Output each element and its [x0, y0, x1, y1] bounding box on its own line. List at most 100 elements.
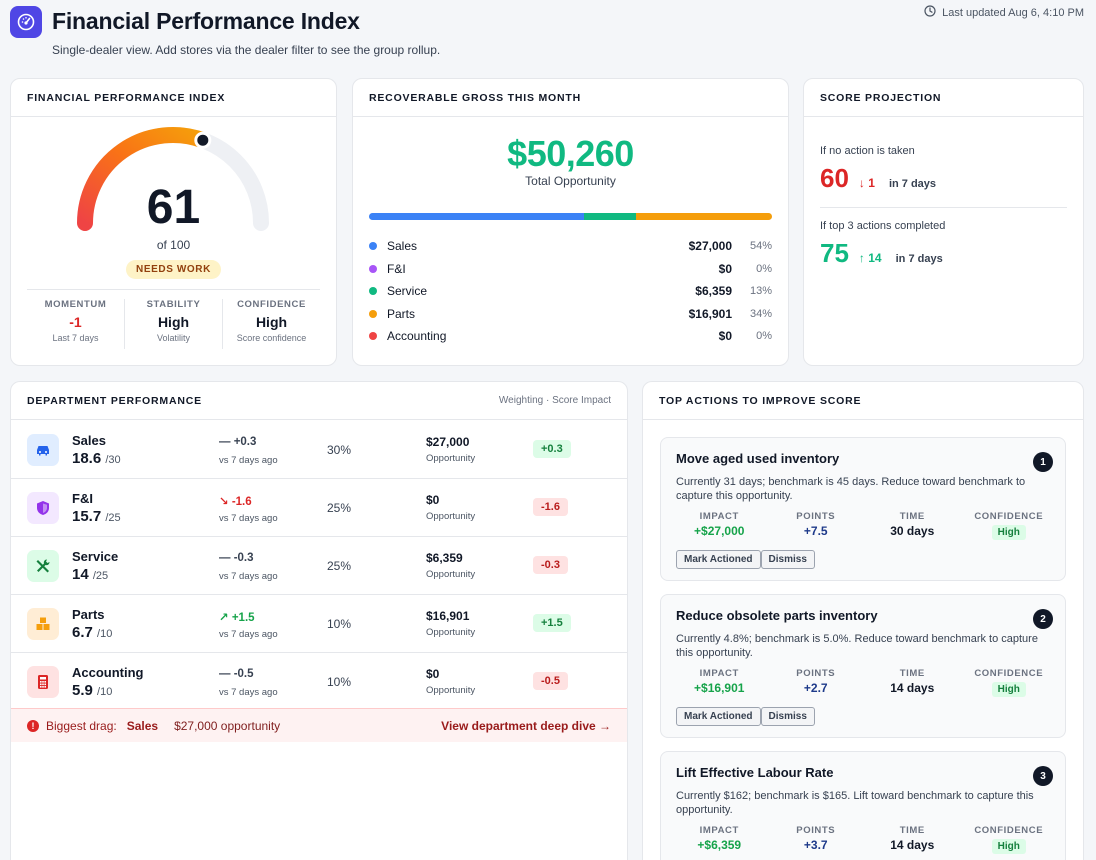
- department-trend: — -0.3: [219, 552, 254, 564]
- department-name: Service: [72, 549, 119, 564]
- stat-value: High: [157, 314, 190, 330]
- department-opportunity-amount: $0: [426, 493, 440, 507]
- department-row-service[interactable]: Service 14 /25 — -0.3 vs 7 days ago 25% $6,35…: [11, 537, 627, 595]
- legend-amount: $0: [718, 261, 732, 276]
- department-deep-dive-link[interactable]: View department deep dive →: [441, 718, 611, 733]
- legend-dot: [369, 242, 377, 251]
- metric-time: TIME 14 days: [890, 668, 935, 695]
- legend-pct: 0%: [756, 262, 772, 275]
- legend-name: Sales: [387, 239, 418, 254]
- gross-card-title: RECOVERABLE GROSS THIS MONTH: [369, 91, 581, 104]
- stat-stability: STABILITY High Volatility: [125, 299, 223, 349]
- department-opportunity-label: Opportunity: [426, 627, 476, 638]
- legend-name: Parts: [387, 306, 416, 321]
- score-impact-pill: -0.3: [533, 556, 568, 574]
- action-description: Currently 4.8%; benchmark is 5.0%. Reduc…: [676, 633, 1038, 659]
- projection-period: in 7 days: [888, 178, 937, 190]
- gauge-fill: [77, 127, 211, 231]
- department-score: 14 /25: [72, 566, 109, 583]
- bar-segment-parts: [636, 213, 772, 220]
- gross-card-header: RECOVERABLE GROSS THIS MONTH: [353, 79, 788, 117]
- legend-row-sales: Sales $27,000 54%: [369, 235, 772, 258]
- department-opportunity-amount: $6,359: [426, 551, 463, 565]
- department-score: 6.7 /10: [72, 624, 113, 641]
- legend-dot: [369, 332, 377, 341]
- drag-label: Biggest drag:: [46, 718, 117, 733]
- legend-pct: 0%: [756, 330, 772, 343]
- metric-time: TIME 14 days: [890, 825, 935, 852]
- action-title: Lift Effective Labour Rate: [676, 765, 834, 780]
- metric-impact: IMPACT +$27,000: [694, 511, 745, 538]
- dismiss-button[interactable]: Dismiss: [760, 550, 815, 569]
- page-subtitle: Single-dealer view. Add stores via the d…: [52, 43, 441, 57]
- metric-impact: IMPACT +$6,359: [697, 825, 742, 852]
- department-card-title: DEPARTMENT PERFORMANCE: [27, 394, 202, 407]
- department-opportunity-amount: $27,000: [426, 435, 470, 449]
- action-card: Reduce obsolete parts inventory 2 Currentl…: [660, 594, 1066, 738]
- department-row-sales[interactable]: Sales 18.6 /30 — +0.3 vs 7 days ago 30% $27,0…: [11, 421, 627, 479]
- top-actions-card: TOP ACTIONS TO IMPROVE SCORE Move aged u…: [642, 381, 1084, 860]
- trend-caption: vs 7 days ago: [219, 571, 278, 582]
- page-title: Financial Performance Index: [52, 8, 360, 34]
- trend-caption: vs 7 days ago: [219, 629, 278, 640]
- action-title: Move aged used inventory: [676, 451, 840, 466]
- department-opportunity-label: Opportunity: [426, 453, 476, 464]
- metric-time: TIME 30 days: [890, 511, 935, 538]
- stat-value: -1: [69, 314, 82, 330]
- action-card: Lift Effective Labour Rate 3 Currently $16…: [660, 751, 1066, 860]
- fpi-card-title: FINANCIAL PERFORMANCE INDEX: [27, 91, 226, 104]
- department-name: F&I: [72, 491, 93, 506]
- last-updated: Last updated Aug 6, 4:10 PM: [924, 5, 1084, 20]
- department-opportunity-label: Opportunity: [426, 685, 476, 696]
- dismiss-button[interactable]: Dismiss: [760, 707, 815, 726]
- department-opportunity-label: Opportunity: [426, 569, 476, 580]
- legend-row-service: Service $6,359 13%: [369, 280, 772, 303]
- drag-department: Sales: [126, 718, 159, 733]
- department-row-fi[interactable]: F&I 15.7 /25 ↘ -1.6 vs 7 days ago 25% $0 Oppor…: [11, 479, 627, 537]
- department-weight: 25%: [327, 559, 352, 573]
- department-trend: ↘ -1.6: [219, 496, 252, 508]
- department-name: Accounting: [72, 665, 144, 680]
- score-gauge: [77, 127, 269, 231]
- score-projection-card: SCORE PROJECTION If no action is taken 6…: [803, 78, 1084, 366]
- department-score: 18.6 /30: [72, 450, 121, 467]
- metric-points: POINTS +2.7: [796, 668, 836, 695]
- legend-pct: 34%: [749, 307, 772, 320]
- department-name: Parts: [72, 607, 105, 622]
- department-score: 15.7 /25: [72, 508, 121, 525]
- department-opportunity-label: Opportunity: [426, 511, 476, 522]
- stat-sub: Volatility: [156, 333, 191, 343]
- projection-top-actions: If top 3 actions completed 75 ↑ 14 in 7 …: [820, 220, 1067, 269]
- mark-actioned-button[interactable]: Mark Actioned: [676, 707, 761, 726]
- recoverable-gross-card: RECOVERABLE GROSS THIS MONTH $50,260 Tot…: [352, 78, 789, 366]
- gauge-marker: [194, 131, 212, 149]
- bar-segment-service: [584, 213, 637, 220]
- stat-sub: Score confidence: [236, 333, 307, 343]
- status-badge: NEEDS WORK: [126, 260, 221, 279]
- boxes-icon: [27, 608, 59, 640]
- action-description: Currently $162; benchmark is $165. Lift …: [676, 790, 1034, 816]
- opportunity-legend: Sales $27,000 54% F&I $0 0% Service $6,359 13%…: [369, 235, 772, 348]
- mark-actioned-button[interactable]: Mark Actioned: [676, 550, 761, 569]
- projection-caption: If no action is taken: [820, 145, 915, 157]
- department-row-accounting[interactable]: Accounting 5.9 /10 — -0.5 vs 7 days ago 10% $…: [11, 653, 627, 711]
- fpi-score-max: of 100: [156, 238, 191, 252]
- department-performance-card: DEPARTMENT PERFORMANCE Weighting · Score…: [10, 381, 628, 860]
- projection-change: ↓ 1: [858, 176, 875, 190]
- action-metrics: IMPACT +$27,000 POINTS +7.5 TIME 30 days CONFI…: [671, 511, 1057, 540]
- department-row-parts[interactable]: Parts 6.7 /10 ↗ +1.5 vs 7 days ago 10% $16,90…: [11, 595, 627, 653]
- action-buttons: Mark Actioned Dismiss: [676, 550, 815, 569]
- clock-icon: [924, 5, 936, 20]
- action-card: Move aged used inventory 1 Currently 31 da…: [660, 437, 1066, 581]
- shield-icon: [27, 492, 59, 524]
- legend-amount: $6,359: [695, 284, 732, 299]
- last-updated-text: Last updated Aug 6, 4:10 PM: [942, 6, 1084, 19]
- actions-card-title: TOP ACTIONS TO IMPROVE SCORE: [659, 394, 862, 407]
- fpi-card-header: FINANCIAL PERFORMANCE INDEX: [11, 79, 336, 117]
- department-trend: — +0.3: [219, 436, 257, 448]
- stat-sub: Last 7 days: [52, 333, 99, 343]
- metric-confidence: CONFIDENCE High: [974, 668, 1044, 697]
- department-opportunity-amount: $0: [426, 667, 440, 681]
- legend-pct: 13%: [749, 285, 772, 298]
- metric-points: POINTS +3.7: [796, 825, 836, 852]
